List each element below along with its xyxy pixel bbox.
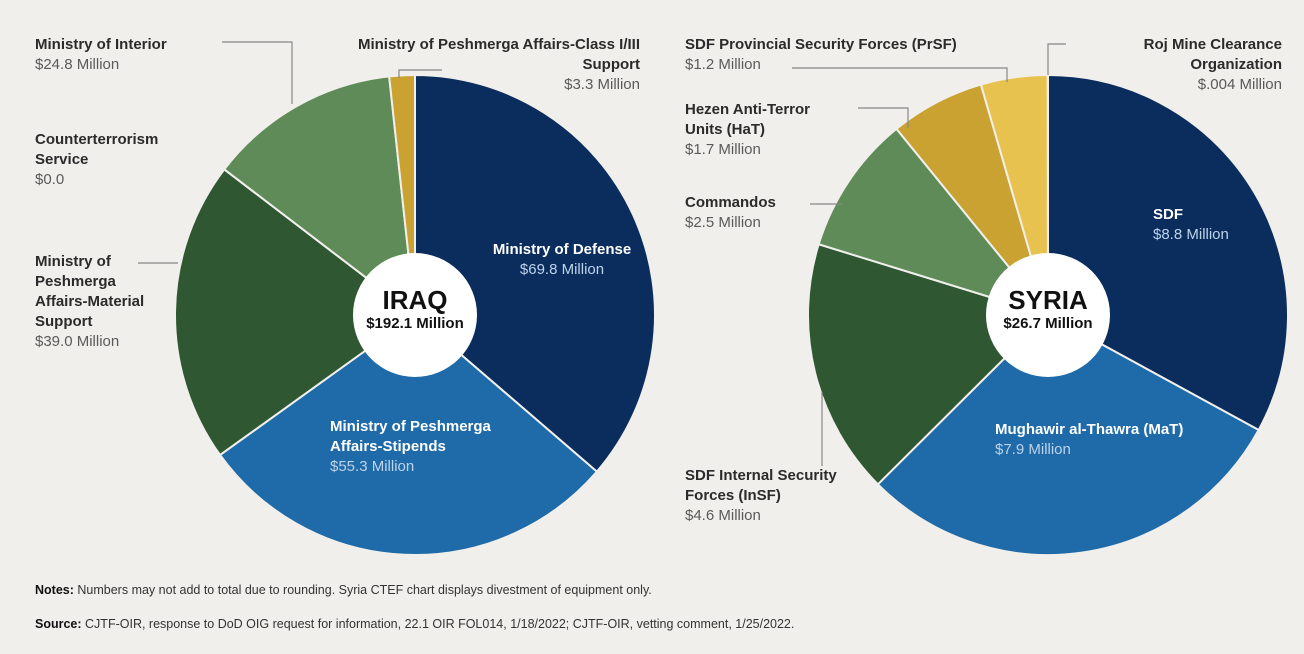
leader-line [398, 69, 442, 78]
center-label: IRAQ $192.1 Million [345, 285, 485, 332]
pie-title: SYRIA [1008, 285, 1088, 315]
value-label: $8.8 Million [1153, 226, 1229, 243]
slice-label: Counterterrorism Service $0.0 [35, 130, 215, 190]
pie-total: $192.1 Million [366, 315, 464, 332]
category-label: Mughawir al-Thawra (MaT) [995, 421, 1184, 438]
category-label: SDF [1153, 206, 1183, 223]
notes: Notes: Numbers may not add to total due … [35, 583, 652, 597]
slice-label: Ministry of Peshmerga Affairs-Class I/II… [330, 35, 640, 95]
category-label: Ministry of Interior [35, 36, 167, 53]
source: Source: CJTF-OIR, response to DoD OIG re… [35, 617, 794, 631]
value-label: $69.8 Million [519, 261, 605, 278]
category-label: Commandos [685, 194, 776, 211]
slice-label: Ministry of Defense $69.8 Million [492, 240, 632, 280]
slice-label: SDF Provincial Security Forces (PrSF) $1.… [685, 35, 1045, 75]
slice-label: Hezen Anti-Terror Units (HaT) $1.7 Millio… [685, 100, 845, 160]
value-label: $7.9 Million [995, 441, 1071, 458]
value-label: $4.6 Million [685, 507, 761, 524]
pie-total: $26.7 Million [1003, 315, 1093, 332]
pie-slice [174, 167, 417, 457]
center-label: SYRIA $26.7 Million [978, 285, 1118, 332]
value-label: $2.5 Million [685, 214, 761, 231]
category-label: Ministry of Defense [492, 241, 632, 258]
value-label: $1.2 Million [685, 56, 761, 73]
value-label: $24.8 Million [35, 56, 120, 73]
category-label: Counterterrorism Service [35, 131, 159, 168]
center-disc [986, 253, 1110, 377]
value-label: $3.3 Million [564, 76, 640, 93]
value-label: $.004 Million [1197, 76, 1282, 93]
pie-slice [414, 73, 656, 474]
category-label: SDF Internal Security Forces (InSF) [685, 467, 837, 504]
category-label: Ministry of Peshmerga Affairs-Class I/II… [357, 36, 640, 73]
pie-slice [876, 313, 1261, 556]
source-label: Source: [35, 617, 82, 631]
notes-label: Notes: [35, 583, 74, 597]
leader-line [858, 107, 909, 128]
pie-slice [222, 75, 417, 318]
category-label: Roj Mine Clearance Organization [1143, 36, 1282, 73]
slice-label: Ministry of Peshmerga Affairs-Stipends $5… [330, 417, 520, 477]
slice-label: Ministry of Peshmerga Affairs-Material S… [35, 252, 145, 352]
slice-label: Ministry of Interior $24.8 Million [35, 35, 235, 75]
category-label: SDF Provincial Security Forces (PrSF) [685, 36, 957, 53]
category-label: Ministry of Peshmerga Affairs-Stipends [330, 418, 491, 455]
value-label: $39.0 Million [35, 333, 120, 350]
value-label: $55.3 Million [330, 458, 415, 475]
slice-label: SDF Internal Security Forces (InSF) $4.6 … [685, 466, 845, 526]
center-disc [353, 253, 477, 377]
pie-title: IRAQ [382, 285, 448, 315]
pie-slice [1047, 73, 1289, 432]
notes-text: Numbers may not add to total due to roun… [77, 583, 652, 597]
category-label: Ministry of Peshmerga Affairs-Material S… [35, 253, 145, 330]
leader-line [222, 41, 293, 104]
value-label: $1.7 Million [685, 141, 761, 158]
source-text: CJTF-OIR, response to DoD OIG request fo… [85, 617, 795, 631]
pie-slice [218, 313, 599, 556]
slice-label: Mughawir al-Thawra (MaT) $7.9 Million [995, 420, 1195, 460]
slice-label: Roj Mine Clearance Organization $.004 Mil… [1050, 35, 1282, 95]
category-label: Hezen Anti-Terror Units (HaT) [685, 101, 811, 138]
leader-line [792, 67, 1008, 82]
slice-label: SDF $8.8 Million [1153, 205, 1273, 245]
pie-slice [817, 127, 1051, 317]
leader-line [1047, 43, 1066, 75]
value-label: $0.0 [35, 171, 65, 188]
slice-label: Commandos $2.5 Million [685, 193, 815, 233]
